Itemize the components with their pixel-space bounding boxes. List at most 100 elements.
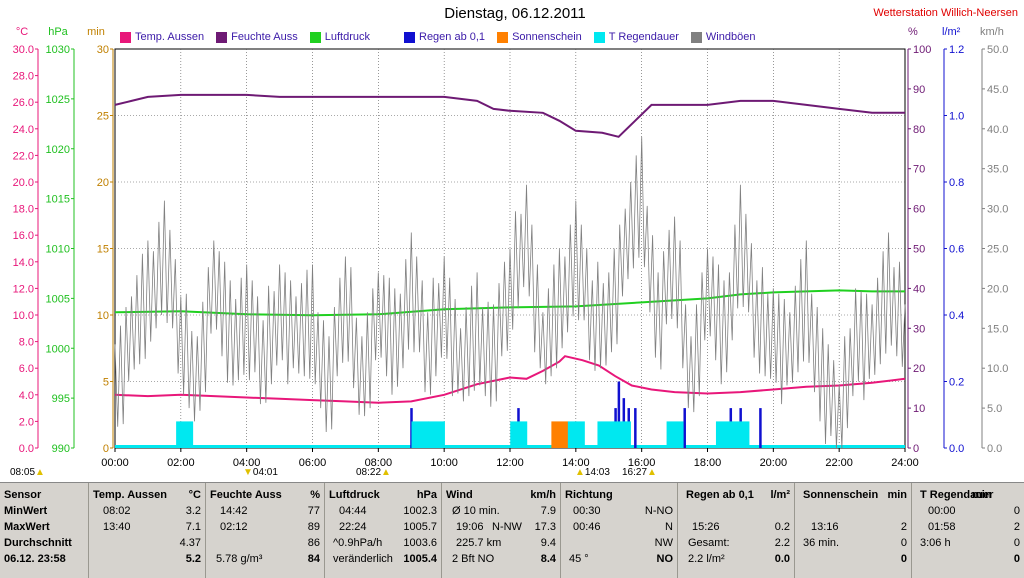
wind-beaufort: 2 Bft NO xyxy=(452,553,495,565)
marker-label: 08:05 xyxy=(10,467,36,478)
x-tick-label: 16:00 xyxy=(628,457,656,469)
legend-label: Luftdruck xyxy=(324,31,370,43)
pressure-max-time: 22:24 xyxy=(339,521,367,533)
sun-current: 0 xyxy=(900,553,907,565)
axis-tick-label: 30.0 xyxy=(13,44,34,56)
humidity-current: 84 xyxy=(307,553,320,565)
x-tick-label: 06:00 xyxy=(299,457,327,469)
axis-tick-label: 2.0 xyxy=(19,416,34,428)
legend-pressure[interactable]: Luftdruck xyxy=(309,31,370,43)
raindur-min-time: 00:00 xyxy=(928,505,956,517)
temp-max-time: 13:40 xyxy=(103,521,131,533)
legend-sunshine[interactable]: Sonnenschein xyxy=(497,31,582,43)
wind-avg-label: Ø 10 min. xyxy=(452,505,500,517)
axis-tick-label: 12.0 xyxy=(13,283,34,295)
marker-label: 08:22 xyxy=(356,467,382,478)
axis-tick-label: 0.8 xyxy=(949,177,964,189)
legend-label: T Regendauer xyxy=(608,31,679,43)
axis-unit-label: °C xyxy=(16,26,28,38)
direction-title: Richtung xyxy=(565,489,613,501)
wind-gust-line xyxy=(114,136,906,449)
rain-total-label: Gesamt: xyxy=(688,537,730,549)
legend-label: Temp. Aussen xyxy=(135,31,205,43)
wind-unit: km/h xyxy=(530,489,556,501)
rain-duration-bar xyxy=(176,421,194,448)
rain-bar xyxy=(759,408,762,448)
marker-noon: ▲14:03 xyxy=(575,467,610,478)
axis-humidity: % 0 10 20 30 40 50 60 70 80 90 100 xyxy=(907,26,931,455)
row-max-label: MaxWert xyxy=(4,521,50,533)
direction-r1-time: 00:30 xyxy=(573,505,601,517)
axis-wind: km/h 0.0 5.0 10.0 15.0 20.0 25.0 30.0 35.0 40.0 45… xyxy=(980,26,1008,455)
marker-label: 14:03 xyxy=(584,467,610,478)
axis-tick-label: 26.0 xyxy=(13,97,34,109)
series-feuchte-auss xyxy=(114,93,905,138)
axis-tick-label: 1005 xyxy=(46,293,70,305)
axis-temp: °C 0.0 2.0 4.0 6.0 8.0 10.0 12.0 14.0 16.0 18.0 20.… xyxy=(13,26,39,455)
stats-direction: Richtung 00:30 N-NO 00:46 N NW 45 ° NO xyxy=(561,483,678,578)
axis-tick-label: 0.4 xyxy=(949,310,964,322)
legend-label: Feuchte Auss xyxy=(231,31,298,43)
temp-title: Temp. Aussen xyxy=(93,489,167,501)
marker-label: 04:01 xyxy=(252,467,278,478)
row-min-label: MinWert xyxy=(4,505,48,517)
axis-tick-label: 0.0 xyxy=(949,443,964,455)
x-tick-label: 22:00 xyxy=(825,457,853,469)
wind-max-time: 19:06 xyxy=(456,521,484,533)
wind-max-dir: N-NW xyxy=(492,521,522,533)
axis-tick-label: 22.0 xyxy=(13,150,34,162)
pressure-title: Luftdruck xyxy=(329,489,380,501)
series-sonnenschein xyxy=(551,421,569,448)
legend-rain[interactable]: Regen ab 0,1 xyxy=(404,31,485,43)
rain-current: 0.0 xyxy=(774,553,790,565)
axis-tick-label: 20.0 xyxy=(987,283,1008,295)
legend-humidity[interactable]: Feuchte Auss xyxy=(216,31,298,43)
wind-current: 8.4 xyxy=(540,553,556,565)
rain-duration-bar xyxy=(597,421,615,448)
direction-r3: NW xyxy=(654,537,673,549)
axis-tick-label: 0.0 xyxy=(19,443,34,455)
chart-title: Dienstag, 06.12.2011 xyxy=(444,5,586,22)
legend-wind-gusts[interactable]: Windböen xyxy=(690,31,755,43)
humidity-max: 89 xyxy=(307,521,320,533)
x-tick-label: 12:00 xyxy=(496,457,524,469)
humidity-min: 77 xyxy=(307,505,320,517)
series-line xyxy=(114,93,905,138)
axis-tick-label: 20 xyxy=(913,363,925,375)
axis-tick-label: 35.0 xyxy=(987,164,1008,176)
axis-tick-label: 0.6 xyxy=(949,244,964,256)
pressure-min: 1002.3 xyxy=(403,505,437,517)
rain-duration-bar xyxy=(567,421,585,448)
temp-unit: °C xyxy=(188,489,201,501)
axis-tick-label: 24.0 xyxy=(13,124,34,136)
x-tick-label: 20:00 xyxy=(760,457,788,469)
rain-max-time: 15:26 xyxy=(692,521,720,533)
axis-tick-label: 18.0 xyxy=(13,204,34,216)
stats-rain: Regen ab 0,1 l/m² 15:26 0.2 Gesamt: 2.2 2.2… xyxy=(678,483,795,578)
humidity-absolute: 5.78 g/m³ xyxy=(216,553,263,565)
sun-unit: min xyxy=(887,489,907,501)
legend-swatch xyxy=(497,31,509,43)
axis-tick-label: 90 xyxy=(913,84,925,96)
rain-unit: l/m² xyxy=(770,489,790,501)
axis-tick-label: 0.2 xyxy=(949,377,964,389)
sun-max-time: 13:16 xyxy=(811,521,839,533)
sun-avg: 0 xyxy=(900,537,907,549)
axis-tick-label: 50 xyxy=(913,244,925,256)
axis-tick-label: 80 xyxy=(913,124,925,136)
stats-panel: Sensor MinWert MaxWert Durchschnitt 06.1… xyxy=(0,482,1024,578)
axis-tick-label: 1025 xyxy=(46,94,70,106)
axis-tick-label: 70 xyxy=(913,164,925,176)
legend-rain-duration[interactable]: T Regendauer xyxy=(593,31,679,43)
legend-temp[interactable]: Temp. Aussen xyxy=(120,31,204,43)
series-luftdruck xyxy=(114,289,905,317)
pressure-trend: ^0.9hPa/h xyxy=(333,537,383,549)
x-tick-label: 10:00 xyxy=(430,457,458,469)
rain-bar xyxy=(634,408,637,448)
axis-tick-label: 30.0 xyxy=(987,204,1008,216)
legend-swatch xyxy=(593,31,605,43)
axis-tick-label: 1000 xyxy=(46,343,70,355)
humidity-avg: 86 xyxy=(307,537,320,549)
axis-tick-label: 28.0 xyxy=(13,71,34,83)
legend-swatch xyxy=(690,31,702,43)
